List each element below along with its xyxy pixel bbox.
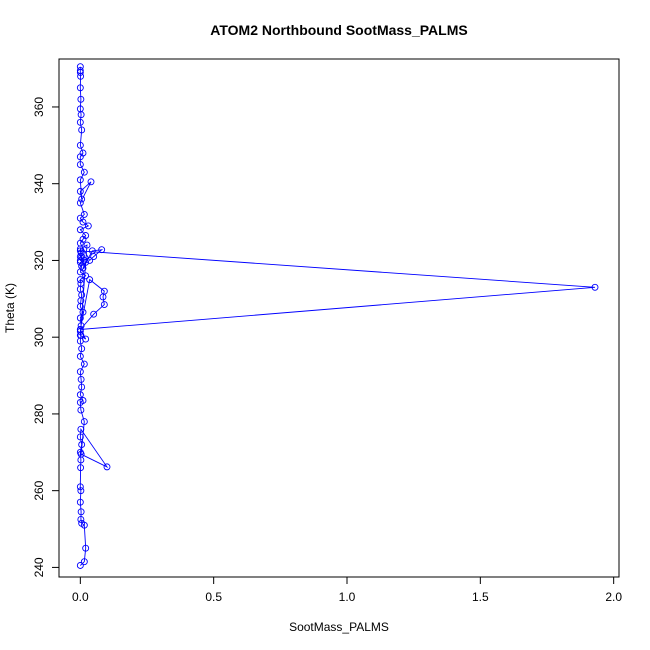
x-tick-label: 0.0 — [72, 590, 89, 604]
data-point — [98, 246, 106, 254]
data-point — [100, 287, 108, 295]
data-point — [76, 199, 84, 207]
data-point — [76, 141, 84, 149]
data-point — [82, 258, 90, 266]
x-tick-label: 2.0 — [605, 590, 622, 604]
data-point — [80, 558, 88, 566]
data-point — [78, 345, 86, 353]
data-point — [76, 214, 84, 222]
y-tick-label: 340 — [32, 173, 46, 193]
data-point — [90, 310, 98, 318]
data-point — [79, 308, 87, 316]
data-point — [77, 375, 85, 383]
data-point — [76, 176, 84, 184]
data-point — [78, 519, 86, 527]
x-tick-label: 0.5 — [205, 590, 222, 604]
data-point — [87, 178, 95, 186]
x-axis: 0.0 0.5 1.0 1.5 2.0 — [72, 576, 622, 604]
data-point — [77, 425, 85, 433]
chart-title: ATOM2 Northbound SootMass_PALMS — [210, 22, 467, 38]
x-tick-label: 1.0 — [339, 590, 356, 604]
data-point — [79, 397, 87, 404]
y-tick-label: 260 — [32, 480, 46, 500]
data-point — [78, 253, 86, 261]
y-tick-label: 320 — [32, 250, 46, 270]
data-point — [591, 283, 599, 291]
data-point — [76, 352, 84, 360]
data-point — [78, 441, 86, 449]
data-point — [86, 256, 94, 264]
data-point — [76, 562, 84, 569]
x-tick-label: 1.5 — [472, 590, 489, 604]
data-point — [80, 360, 88, 368]
data-point — [77, 322, 85, 330]
data-point — [76, 433, 84, 441]
data-point — [82, 544, 90, 552]
data-point — [78, 383, 86, 391]
y-axis: 240 260 280 300 320 340 360 — [32, 97, 60, 577]
data-point — [80, 168, 88, 176]
y-tick-label: 360 — [32, 97, 46, 117]
y-tick-label: 300 — [32, 327, 46, 347]
data-point — [76, 483, 84, 491]
data-point — [77, 515, 85, 523]
data-point — [80, 418, 88, 426]
data-point — [76, 187, 84, 195]
y-tick-label: 240 — [32, 557, 46, 577]
data-point — [79, 149, 87, 157]
data-point — [82, 272, 90, 280]
data-point — [77, 508, 85, 516]
data-point — [76, 226, 84, 234]
data-point — [78, 126, 86, 134]
data-point — [77, 450, 85, 458]
data-point — [77, 487, 85, 495]
x-axis-label: SootMass_PALMS — [289, 620, 389, 634]
data-point — [76, 314, 84, 322]
data-point — [76, 63, 84, 71]
y-axis-label: Theta (K) — [3, 283, 17, 333]
series-layer — [76, 63, 599, 569]
series-line — [79, 66, 596, 566]
data-point — [78, 195, 86, 203]
y-tick-label: 280 — [32, 404, 46, 424]
data-point — [77, 280, 85, 287]
data-point — [83, 241, 91, 249]
data-point — [80, 210, 88, 218]
data-point — [79, 264, 87, 272]
data-point — [82, 232, 90, 239]
data-point — [76, 391, 84, 399]
data-point — [82, 335, 90, 343]
data-point — [76, 326, 84, 333]
data-point — [76, 161, 84, 168]
data-point — [77, 464, 85, 472]
data-point — [76, 118, 84, 126]
data-point — [86, 276, 94, 284]
data-point — [90, 253, 98, 261]
data-point — [76, 368, 84, 376]
data-point — [76, 498, 84, 506]
data-point — [76, 276, 84, 284]
data-point — [100, 301, 108, 309]
data-point — [103, 463, 111, 471]
data-point — [76, 67, 84, 74]
data-point — [84, 222, 92, 230]
data-point — [76, 84, 84, 92]
data-point — [77, 406, 85, 414]
data-point — [76, 105, 84, 113]
data-point — [77, 95, 85, 103]
